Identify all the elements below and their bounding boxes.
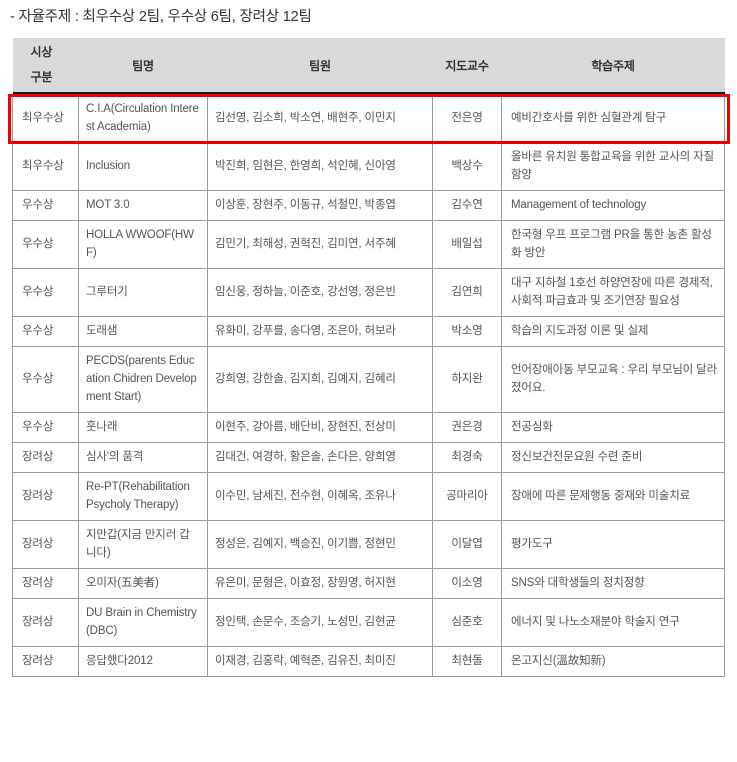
table-row: 장려상 심사'의 품격 김대건, 여경하, 황은솔, 손다은, 양희영 최경숙 정신보건… (12, 442, 725, 473)
cell-advisor: 박소영 (432, 316, 502, 347)
table-row: 우수상 PECDS(parents Education Chidren Devel… (12, 346, 725, 413)
cell-advisor: 심준호 (432, 598, 502, 647)
cell-members: 임신웅, 정하늘, 이준호, 강선영, 정은빈 (207, 268, 433, 317)
cell-award-category: 우수상 (12, 316, 79, 347)
cell-members: 강희영, 강한솔, 김지희, 김예지, 김혜리 (207, 346, 433, 413)
table-row: 장려상 지만갑(지금 만지러 갑니다) 정성은, 김예지, 백승진, 이기쁨, 정현… (12, 520, 725, 569)
table-row: 우수상 훗나래 이현주, 강아름, 배단비, 장현진, 전상미 권은경 전공심화 (12, 412, 725, 443)
cell-advisor: 백상수 (432, 142, 502, 191)
cell-award-category: 우수상 (12, 346, 79, 413)
cell-topic: 전공심화 (501, 412, 725, 443)
cell-award-category: 최우수상 (12, 95, 79, 143)
table-row: 우수상 MOT 3.0 이상훈, 장현주, 이동규, 석철민, 박종엽 김수연 Mana… (12, 190, 725, 221)
cell-award-category: 우수상 (12, 190, 79, 221)
table-row: 우수상 그루터기 임신웅, 정하늘, 이준호, 강선영, 정은빈 김연희 대구 지하철 … (12, 268, 725, 317)
cell-advisor: 공마리아 (432, 472, 502, 521)
cell-award-category: 장려상 (12, 568, 79, 599)
cell-award-category: 우수상 (12, 268, 79, 317)
cell-advisor: 최현돌 (432, 646, 502, 677)
cell-topic: 대구 지하철 1호선 하양연장에 따른 경제적, 사회적 파급효과 및 조기연장… (501, 268, 725, 317)
cell-team-name: Re-PT(Rehabilitation Psycholy Therapy) (78, 472, 208, 521)
cell-topic: Management of technology (501, 190, 725, 221)
cell-topic: 한국형 우프 프로그램 PR을 통한 농촌 활성화 방안 (501, 220, 725, 269)
cell-team-name: PECDS(parents Education Chidren Developm… (78, 346, 208, 413)
cell-award-category: 장려상 (12, 472, 79, 521)
cell-topic: 장애에 따른 문제행동 중재와 미술치료 (501, 472, 725, 521)
cell-topic: 학습의 지도과정 이론 및 실제 (501, 316, 725, 347)
table-row: 우수상 도래샘 유화미, 강푸를, 송다영, 조은아, 허보라 박소영 학습의 지도과정… (12, 316, 725, 347)
cell-team-name: Inclusion (78, 142, 208, 191)
cell-topic: 평가도구 (501, 520, 725, 569)
cell-members: 정인택, 손문수, 조승기, 노성민, 김현균 (207, 598, 433, 647)
cell-award-category: 장려상 (12, 520, 79, 569)
cell-advisor: 하지완 (432, 346, 502, 413)
cell-topic: 정신보건전문요원 수련 준비 (501, 442, 725, 473)
cell-team-name: HOLLA WWOOF(HWF) (78, 220, 208, 269)
cell-team-name: 그루터기 (78, 268, 208, 317)
table-row: 최우수상 C.I.A(Circulation Interest Academia)… (12, 95, 725, 143)
cell-members: 박진희, 임현은, 한영희, 석인혜, 신아영 (207, 142, 433, 191)
cell-team-name: DU Brain in Chemistry (DBC) (78, 598, 208, 647)
cell-topic: SNS와 대학생들의 정치정향 (501, 568, 725, 599)
cell-topic: 올바른 유치원 통합교육을 위한 교사의 자질 함양 (501, 142, 725, 191)
cell-topic: 언어장애아동 부모교육 : 우리 부모님이 달라졌어요. (501, 346, 725, 413)
cell-advisor: 이달엽 (432, 520, 502, 569)
cell-advisor: 전은영 (432, 95, 502, 143)
cell-members: 이수민, 남세진, 전수현, 이혜옥, 조유나 (207, 472, 433, 521)
cell-members: 이재경, 김홍락, 예혁준, 김유진, 최미진 (207, 646, 433, 677)
cell-team-name: 오미자(五美者) (78, 568, 208, 599)
cell-advisor: 김연희 (432, 268, 502, 317)
cell-advisor: 최경숙 (432, 442, 502, 473)
cell-topic: 에너지 및 나노소재분야 학술지 연구 (501, 598, 725, 647)
cell-members: 유은미, 문형은, 이효정, 장원영, 허지현 (207, 568, 433, 599)
cell-award-category: 장려상 (12, 646, 79, 677)
cell-members: 김민기, 최해성, 권혁진, 김미연, 서주혜 (207, 220, 433, 269)
cell-members: 유화미, 강푸를, 송다영, 조은아, 허보라 (207, 316, 433, 347)
cell-topic: 예비간호사를 위한 심혈관계 탐구 (501, 95, 725, 143)
cell-team-name: C.I.A(Circulation Interest Academia) (78, 95, 208, 143)
cell-team-name: 심사'의 품격 (78, 442, 208, 473)
cell-members: 김대건, 여경하, 황은솔, 손다은, 양희영 (207, 442, 433, 473)
cell-members: 이현주, 강아름, 배단비, 장현진, 전상미 (207, 412, 433, 443)
table-row: 장려상 응답했다2012 이재경, 김홍락, 예혁준, 김유진, 최미진 최현돌 온고지… (12, 646, 725, 677)
table-row: 장려상 오미자(五美者) 유은미, 문형은, 이효정, 장원영, 허지현 이소영 SNS… (12, 568, 725, 599)
table-row: 최우수상 Inclusion 박진희, 임현은, 한영희, 석인혜, 신아영 백상수 올… (12, 142, 725, 191)
table-row: 장려상 Re-PT(Rehabilitation Psycholy Therapy… (12, 472, 725, 521)
cell-topic: 온고지신(溫故知新) (501, 646, 725, 677)
cell-team-name: 응답했다2012 (78, 646, 208, 677)
cell-award-category: 장려상 (12, 598, 79, 647)
cell-team-name: MOT 3.0 (78, 190, 208, 221)
cell-members: 정성은, 김예지, 백승진, 이기쁨, 정현민 (207, 520, 433, 569)
cell-members: 이상훈, 장현주, 이동규, 석철민, 박종엽 (207, 190, 433, 221)
column-header-advisor: 지도교수 (432, 38, 502, 92)
table-header: 시상 구분 팀명 팀원 지도교수 학습주제 (12, 38, 725, 95)
column-header-award-line2: 구분 (30, 70, 53, 84)
award-table-container: 시상 구분 팀명 팀원 지도교수 학습주제 최우수상 C.I.A(Circulat… (12, 38, 725, 677)
cell-advisor: 권은경 (432, 412, 502, 443)
section-caption: - 자율주제 : 최우수상 2팀, 우수상 6팀, 장려상 12팀 (10, 9, 312, 25)
header-rule-cell (12, 92, 725, 95)
cell-award-category: 우수상 (12, 412, 79, 443)
table-body: 최우수상 C.I.A(Circulation Interest Academia)… (12, 95, 725, 677)
column-header-award-line1: 시상 (30, 45, 53, 59)
cell-advisor: 이소영 (432, 568, 502, 599)
header-bottom-rule (12, 92, 725, 95)
cell-advisor: 김수연 (432, 190, 502, 221)
award-results-table: 시상 구분 팀명 팀원 지도교수 학습주제 최우수상 C.I.A(Circulat… (12, 38, 725, 677)
cell-award-category: 우수상 (12, 220, 79, 269)
column-header-team-name: 팀명 (78, 38, 208, 92)
column-header-topic: 학습주제 (501, 38, 725, 92)
table-row: 우수상 HOLLA WWOOF(HWF) 김민기, 최해성, 권혁진, 김미연, 서… (12, 220, 725, 269)
cell-award-category: 최우수상 (12, 142, 79, 191)
table-header-row: 시상 구분 팀명 팀원 지도교수 학습주제 (12, 38, 725, 92)
cell-award-category: 장려상 (12, 442, 79, 473)
column-header-award-category: 시상 구분 (12, 38, 79, 92)
cell-team-name: 훗나래 (78, 412, 208, 443)
cell-advisor: 배일섭 (432, 220, 502, 269)
cell-team-name: 지만갑(지금 만지러 갑니다) (78, 520, 208, 569)
cell-members: 김선영, 김소희, 박소연, 배현주, 이민지 (207, 95, 433, 143)
cell-team-name: 도래샘 (78, 316, 208, 347)
table-row: 장려상 DU Brain in Chemistry (DBC) 정인택, 손문수, … (12, 598, 725, 647)
column-header-members: 팀원 (207, 38, 433, 92)
